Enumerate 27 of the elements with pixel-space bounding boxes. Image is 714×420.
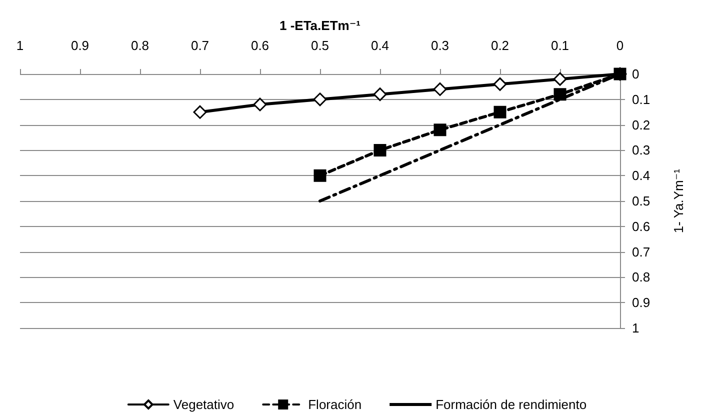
y-tick-label: 0.1 bbox=[632, 92, 650, 107]
y-tick-label: 0.9 bbox=[632, 295, 650, 310]
x-tick-label: 0.1 bbox=[550, 38, 570, 53]
x-tick-label: 0.5 bbox=[310, 38, 330, 53]
y-tick-label: 0.4 bbox=[632, 168, 650, 184]
y-tick-label: 0.7 bbox=[632, 244, 650, 260]
x-tick-label: 0.7 bbox=[190, 38, 210, 53]
y-tick-label: 0.8 bbox=[632, 270, 650, 285]
legend-label: Vegetativo bbox=[173, 397, 234, 412]
y-tick-label: 0.3 bbox=[632, 142, 650, 158]
x-tick-label: 0.8 bbox=[130, 38, 150, 53]
x-tick-label: 1 bbox=[16, 38, 24, 53]
y-axis-title: 1- Ya.Ym⁻¹ bbox=[671, 168, 686, 234]
legend-label: Floración bbox=[308, 397, 362, 412]
y-tick-label: 0.6 bbox=[632, 218, 650, 234]
x-tick-label: 0.6 bbox=[250, 38, 270, 53]
x-tick-label: 0.4 bbox=[370, 38, 390, 53]
y-tick-label: 0.5 bbox=[632, 194, 650, 208]
x-tick-label: 0.9 bbox=[70, 38, 90, 53]
x-tick-label: 0 bbox=[616, 38, 624, 53]
x-tick-label: 0.2 bbox=[490, 38, 510, 53]
legend-label: Formación de rendimiento bbox=[436, 397, 587, 412]
y-tick-label: 0.2 bbox=[632, 117, 650, 132]
x-axis-title: 1 -ETa.ETm⁻¹ bbox=[279, 18, 361, 33]
y-tick-label: 1 bbox=[632, 320, 640, 336]
x-tick-label: 0.3 bbox=[430, 38, 450, 53]
y-tick-label: 0 bbox=[632, 66, 640, 82]
